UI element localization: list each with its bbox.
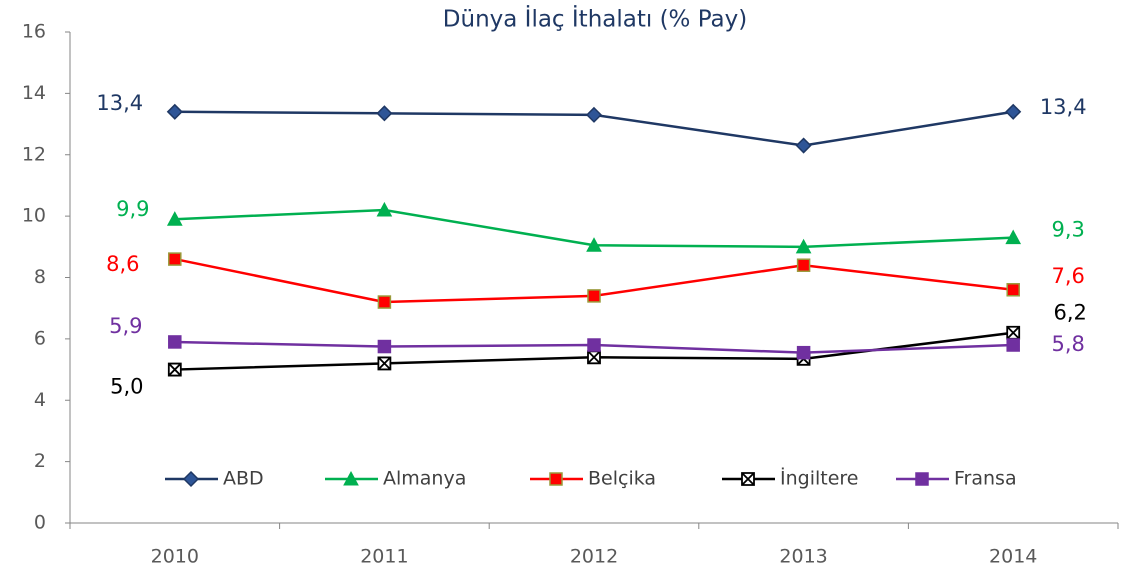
y-tick-label: 8 <box>34 266 46 288</box>
x-tick-label: 2011 <box>360 546 408 568</box>
value-label: 5,0 <box>110 375 143 399</box>
marker <box>1005 229 1022 245</box>
marker <box>1006 325 1021 340</box>
x-tick-label: 2012 <box>570 546 618 568</box>
series: 5,9 5,8 <box>109 314 1085 360</box>
y-tick-label: 2 <box>34 450 46 472</box>
marker <box>741 472 755 486</box>
marker <box>168 335 182 349</box>
legend-label: ABD <box>223 468 264 490</box>
marker <box>166 211 183 226</box>
marker <box>796 345 811 360</box>
legend-item: ABD <box>165 468 264 490</box>
marker <box>376 105 393 122</box>
marker <box>1006 283 1020 297</box>
x-tick-label: 2014 <box>989 546 1037 568</box>
y-tick-label: 12 <box>22 143 46 165</box>
legend-label: Fransa <box>954 468 1017 490</box>
series: 13,4 13,4 <box>96 91 1087 154</box>
y-tick-label: 4 <box>34 389 46 411</box>
x-tick-label: 2010 <box>151 546 199 568</box>
value-label: 9,3 <box>1051 218 1084 242</box>
legend-label: İngiltere <box>780 467 859 490</box>
marker <box>549 472 563 486</box>
marker <box>796 258 811 272</box>
marker <box>377 339 392 354</box>
series: 9,9 9,3 <box>116 197 1085 254</box>
marker <box>377 295 392 309</box>
legend-item: Belçika <box>530 468 656 490</box>
marker <box>585 106 603 123</box>
marker <box>587 289 601 303</box>
legend-item: Almanya <box>325 468 466 490</box>
value-label: 7,6 <box>1051 264 1084 288</box>
value-label: 8,6 <box>106 252 139 276</box>
marker <box>795 238 812 254</box>
marker <box>343 470 359 486</box>
legend-label: Belçika <box>588 468 656 490</box>
value-label: 5,8 <box>1051 332 1084 356</box>
value-label: 5,9 <box>109 314 142 338</box>
series: 8,6 7,6 <box>106 252 1085 309</box>
marker <box>377 356 392 371</box>
marker <box>795 137 812 154</box>
legend-item: Fransa <box>896 468 1017 490</box>
y-tick-label: 0 <box>34 512 46 534</box>
marker <box>376 201 393 217</box>
y-tick-label: 16 <box>22 21 46 43</box>
marker <box>167 362 182 377</box>
value-label: 6,2 <box>1053 301 1086 325</box>
marker <box>586 237 602 252</box>
marker <box>1005 103 1022 120</box>
marker <box>915 472 929 486</box>
x-tick-label: 2013 <box>779 546 827 568</box>
value-label: 13,4 <box>1040 95 1087 119</box>
marker <box>168 252 182 266</box>
y-tick-label: 6 <box>34 327 46 349</box>
legend-label: Almanya <box>383 468 466 490</box>
marker <box>182 470 200 488</box>
y-tick-label: 10 <box>22 205 46 227</box>
legend-item: İngiltere <box>722 467 859 490</box>
marker <box>587 338 601 352</box>
marker <box>587 350 601 365</box>
value-label: 9,9 <box>116 197 149 221</box>
y-tick-label: 14 <box>22 82 46 104</box>
marker <box>166 103 183 120</box>
value-label: 13,4 <box>96 91 143 115</box>
marker <box>1006 338 1020 352</box>
chart-title: Dünya İlaç İthalatı (% Pay) <box>443 5 747 33</box>
